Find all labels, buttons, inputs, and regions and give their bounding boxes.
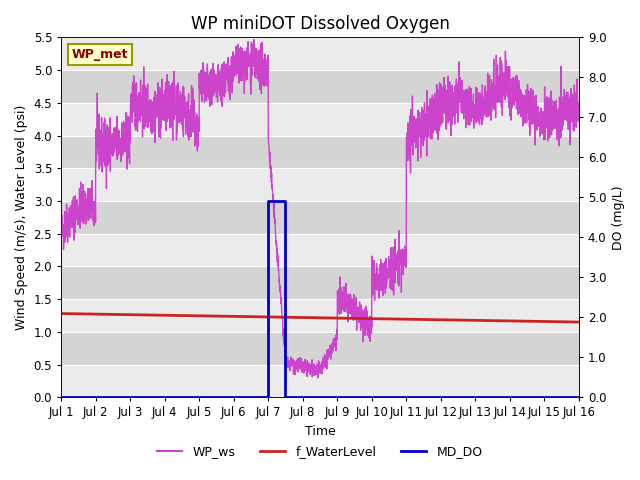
MD_DO xyxy=(264,198,272,204)
WP_ws xyxy=(575,106,582,111)
Title: WP miniDOT Dissolved Oxygen: WP miniDOT Dissolved Oxygen xyxy=(191,15,449,33)
Bar xyxy=(61,135,579,168)
WP_ws xyxy=(147,129,155,135)
WP_ws xyxy=(509,74,517,80)
MD_DO xyxy=(282,395,289,400)
MD_DO xyxy=(403,395,410,400)
WP_ws xyxy=(58,226,65,231)
Line: MD_DO: MD_DO xyxy=(61,201,579,397)
MD_DO xyxy=(403,395,410,400)
X-axis label: Time: Time xyxy=(305,425,335,438)
MD_DO xyxy=(282,395,290,400)
Legend: WP_ws, f_WaterLevel, MD_DO: WP_ws, f_WaterLevel, MD_DO xyxy=(152,440,488,463)
MD_DO xyxy=(264,395,272,400)
Bar xyxy=(61,70,579,103)
WP_ws xyxy=(250,36,258,42)
MD_DO xyxy=(402,395,410,400)
WP_ws xyxy=(256,86,264,92)
WP_ws xyxy=(278,315,286,321)
MD_DO xyxy=(282,198,289,204)
Text: WP_met: WP_met xyxy=(72,48,128,61)
MD_DO xyxy=(266,198,274,204)
MD_DO xyxy=(58,395,65,400)
MD_DO xyxy=(575,395,582,400)
MD_DO xyxy=(403,395,410,400)
Y-axis label: Wind Speed (m/s), Water Level (psi): Wind Speed (m/s), Water Level (psi) xyxy=(15,105,28,330)
Bar xyxy=(61,332,579,365)
MD_DO xyxy=(264,395,272,400)
WP_ws xyxy=(565,99,573,105)
Bar xyxy=(61,201,579,234)
MD_DO xyxy=(280,198,287,204)
WP_ws xyxy=(314,375,322,381)
Bar xyxy=(61,266,579,299)
WP_ws xyxy=(116,137,124,143)
Line: WP_ws: WP_ws xyxy=(61,39,579,378)
Y-axis label: DO (mg/L): DO (mg/L) xyxy=(612,185,625,250)
